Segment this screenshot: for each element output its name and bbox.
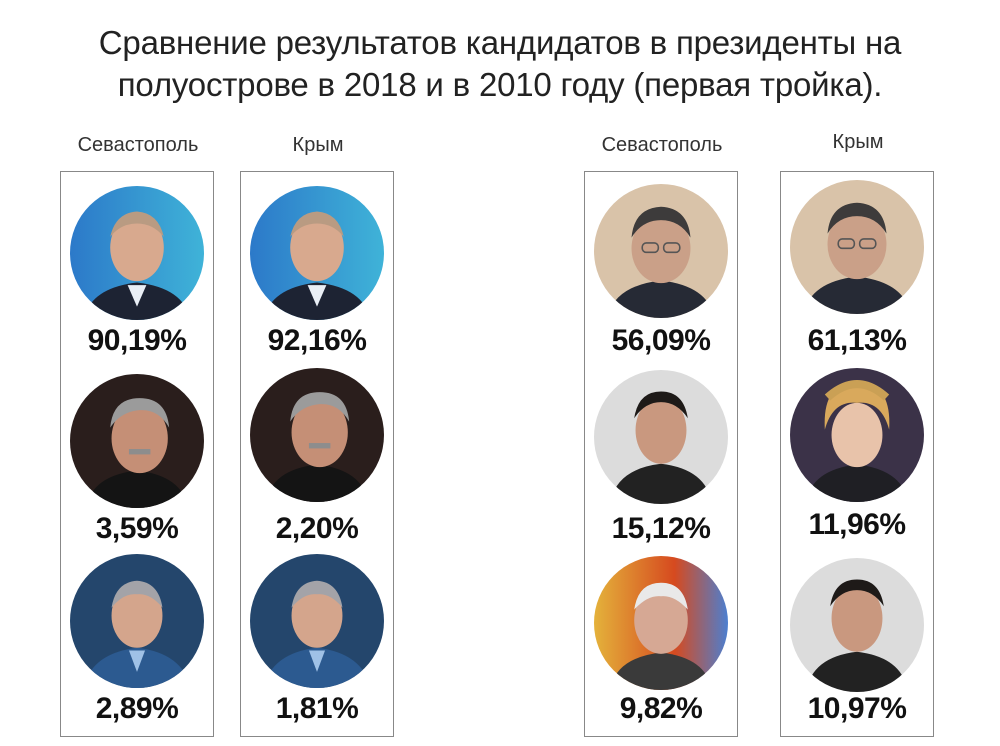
column-label-4: Крым (832, 131, 884, 153)
candidate-photo (790, 368, 924, 502)
title-line-2: полуострове в 2018 и в 2010 году (первая… (117, 66, 883, 103)
page-title: Сравнение результатов кандидатов в прези… (40, 22, 960, 106)
results-panel-4: 61,13% 11,96% 10,97% (780, 171, 934, 737)
result-percentage: 15,12% (611, 512, 711, 545)
result-percentage: 56,09% (611, 324, 711, 357)
results-panel-3: 56,09% 15,12% 9,82% (584, 171, 738, 737)
title-line-1: Сравнение результатов кандидатов в прези… (98, 24, 902, 61)
result-percentage: 3,59% (95, 512, 179, 545)
column-label-2: Крым (292, 134, 344, 156)
result-percentage: 9,82% (619, 692, 703, 725)
result-percentage: 10,97% (807, 692, 907, 725)
candidate-photo (250, 368, 384, 502)
result-percentage: 92,16% (267, 324, 367, 357)
results-panel-1: 90,19% 3,59% 2,89% (60, 171, 214, 737)
result-percentage: 2,20% (275, 512, 359, 545)
result-percentage: 1,81% (275, 692, 359, 725)
candidate-photo (790, 180, 924, 314)
result-percentage: 61,13% (807, 324, 907, 357)
candidate-photo (594, 184, 728, 318)
results-panel-2: 92,16% 2,20% 1,81% (240, 171, 394, 737)
candidate-photo (250, 186, 384, 320)
candidate-photo (70, 186, 204, 320)
result-percentage: 90,19% (87, 324, 187, 357)
candidate-photo (250, 554, 384, 688)
column-label-1: Севастополь (77, 134, 199, 156)
candidate-photo (70, 374, 204, 508)
candidate-photo (70, 554, 204, 688)
candidate-photo (594, 370, 728, 504)
candidate-photo (790, 558, 924, 692)
column-label-3: Севастополь (601, 134, 723, 156)
result-percentage: 11,96% (808, 508, 906, 541)
result-percentage: 2,89% (95, 692, 179, 725)
candidate-photo (594, 556, 728, 690)
